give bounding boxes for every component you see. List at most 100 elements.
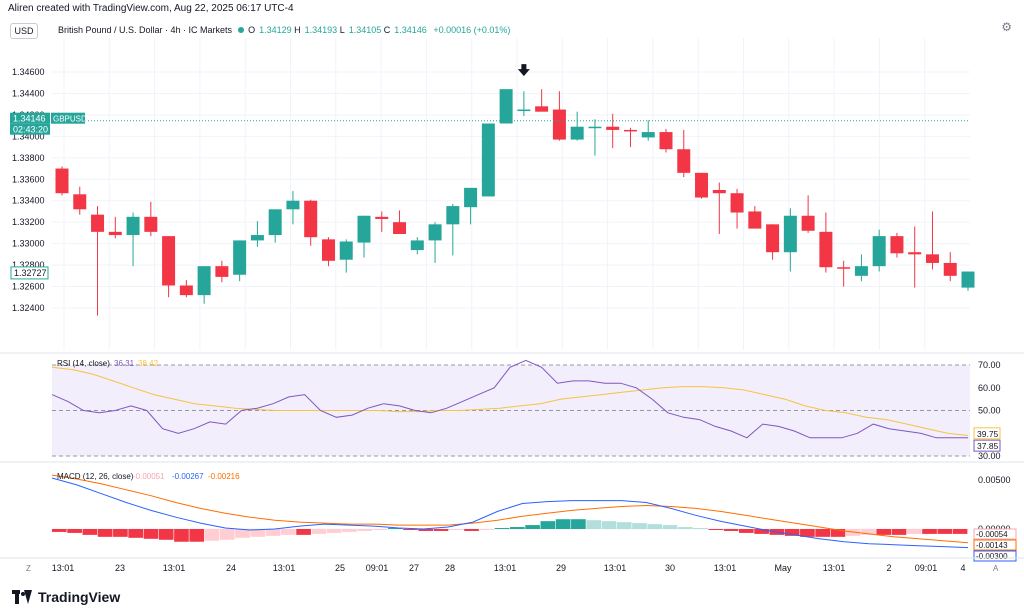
macd-histogram-bar [265, 529, 281, 536]
candle-body [375, 216, 389, 219]
candle-body [801, 215, 815, 231]
macd-histogram-bar [906, 529, 922, 534]
candle [819, 212, 833, 273]
candle [872, 229, 886, 272]
candle-body [854, 266, 868, 276]
rsi-ma-legend-value: 38.42 [138, 359, 159, 368]
time-tick-label: 13:01 [273, 563, 296, 573]
open-label: O [248, 25, 256, 35]
candle-body [446, 206, 460, 225]
time-tick-label: 25 [335, 563, 345, 573]
candle-body [250, 235, 264, 241]
macd-histogram-bar [586, 520, 601, 529]
candle [552, 91, 566, 141]
time-tick-label: 13:01 [714, 563, 737, 573]
rsi-ma-line [51, 366, 969, 436]
macd-histogram-bar [876, 529, 892, 535]
macd-tag-label: -0.00300 [976, 552, 1008, 561]
macd-histogram-bar [510, 527, 525, 529]
candle-body [748, 211, 762, 229]
macd-histogram-bar [662, 525, 678, 529]
time-tick-label: 13:01 [823, 563, 846, 573]
rsi-tag-label: 37.85 [977, 441, 999, 451]
candle [837, 260, 851, 287]
candle [517, 91, 531, 116]
candle [677, 129, 691, 178]
tradingview-logo[interactable]: TradingView [12, 587, 120, 607]
last-price-tag [10, 112, 50, 124]
macd-histogram-bar [555, 519, 571, 529]
time-axis: 13:01 23 13:01 24 13:01 25 09:01 27 28 13:01 29 13:… [26, 563, 999, 573]
macd-histogram-bar [113, 529, 128, 537]
candle-body [837, 267, 851, 269]
time-tick-label: 2 [886, 563, 891, 573]
macd-histogram-bar [525, 525, 540, 529]
rsi-line [51, 359, 968, 439]
macd-histogram-bar [326, 529, 342, 533]
candle [268, 209, 282, 243]
candle-body [108, 231, 122, 236]
candle-body [588, 126, 602, 129]
macd-signal-tag-label: -0.00143 [976, 541, 1008, 550]
candle-body [233, 240, 247, 275]
price-tick-label: 1.33200 [12, 217, 45, 227]
down-arrow-icon [517, 64, 530, 77]
candle-body [606, 126, 620, 130]
candle-body [499, 89, 513, 124]
macd-hist-tag [973, 528, 1017, 540]
candle [766, 224, 780, 260]
candle [339, 239, 353, 273]
candle [570, 111, 584, 141]
candle [162, 236, 176, 298]
candle [464, 187, 478, 225]
brand-name: TradingView [38, 589, 121, 605]
macd-histogram-bar [342, 529, 357, 532]
symbol-title[interactable]: British Pound / U.S. Dollar · 4h · IC Ma… [58, 25, 233, 35]
candle [535, 89, 549, 112]
high-value: 1.34193 [304, 25, 338, 35]
macd-histogram-bar [784, 529, 800, 536]
macd-signal-legend-value: -0.00216 [208, 472, 240, 481]
candle [961, 271, 975, 291]
candle-body [677, 149, 691, 173]
macd-histogram-bar [204, 529, 220, 541]
time-tick-label: 13:01 [52, 563, 75, 573]
rsi-ma-tag-label: 39.75 [977, 429, 999, 439]
candle [215, 260, 229, 283]
candle [73, 186, 87, 215]
macd-histogram-bar [296, 529, 311, 535]
gear-icon[interactable]: ⚙ [1001, 20, 1012, 34]
macd-tick-label: 0.00500 [978, 475, 1011, 485]
price-tick-label: 1.34000 [12, 131, 45, 141]
candle-body [393, 222, 407, 234]
macd-histogram-bar [464, 529, 479, 531]
macd-histogram-bar [952, 529, 968, 534]
candle [410, 237, 424, 255]
rsi-tick-label: 60.00 [978, 383, 1001, 393]
candle-body [179, 285, 193, 296]
candle-body [126, 216, 140, 236]
macd-legend: MACD (12, 26, close) -0.00051 -0.00267 -0.0… [57, 472, 240, 481]
time-tick-label: 09:01 [366, 563, 389, 573]
symbol-tag-label: GBPUSD [53, 115, 87, 124]
macd-histogram-bar [281, 529, 296, 535]
candle [481, 123, 495, 197]
candle-body [783, 215, 797, 253]
macd-hist-legend-value: -0.00051 [133, 472, 165, 481]
rsi-ma-tag [973, 427, 1001, 440]
price-tick-label: 1.33000 [12, 239, 45, 249]
rsi-tick-label: 70.00 [978, 360, 1001, 370]
currency-button[interactable]: USD [10, 23, 38, 39]
chart-canvas[interactable]: 1.346001.344001.342001.340001.338001.336… [0, 38, 1024, 578]
macd-histogram-bar [494, 528, 510, 530]
candle [623, 127, 637, 148]
high-label: H [294, 25, 301, 35]
candle [108, 216, 122, 239]
candle-body [144, 216, 158, 232]
macd-histogram-bar [250, 529, 266, 537]
macd-histogram-bar [937, 529, 953, 534]
candle [801, 195, 815, 233]
candle-body [925, 254, 939, 263]
candle-body [890, 236, 904, 254]
candle-body [730, 193, 744, 213]
